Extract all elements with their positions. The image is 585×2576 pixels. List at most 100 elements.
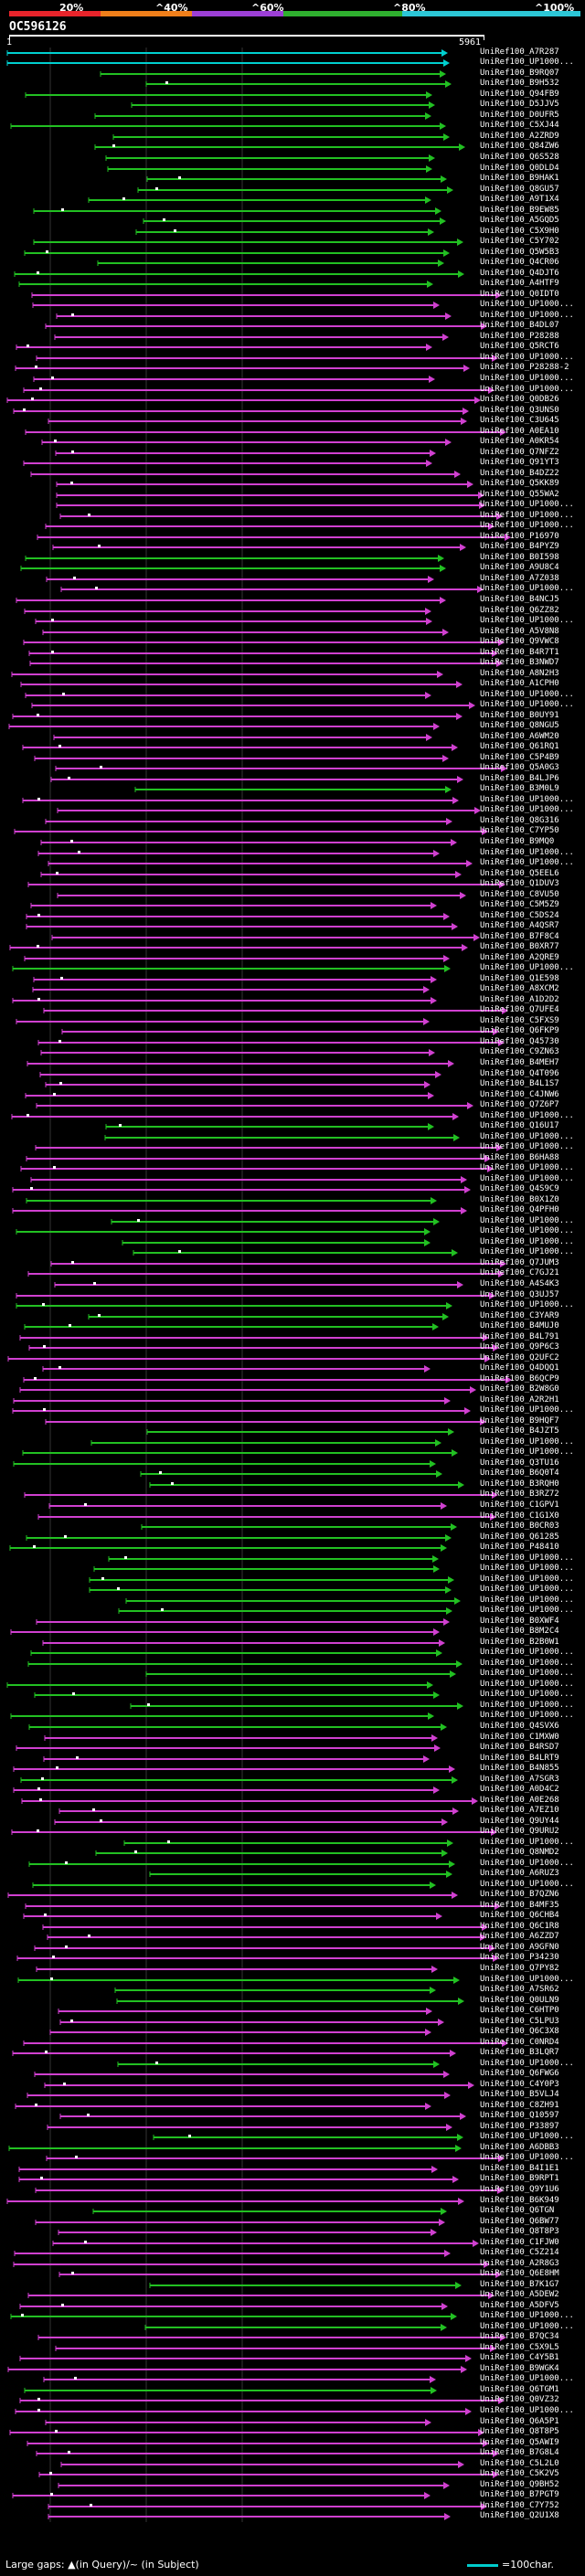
hit-label[interactable]: UniRef100_UP1000... [480, 2374, 574, 2383]
hit-label[interactable]: UniRef100_C1G1X0 [480, 1511, 559, 1521]
hit-label[interactable]: UniRef100_UP1000... [480, 1669, 574, 1678]
hit-label[interactable]: UniRef100_C5K2V5 [480, 2469, 559, 2478]
hit-label[interactable]: UniRef100_P28288 [480, 332, 559, 341]
hit-label[interactable]: UniRef100_C6HTP0 [480, 2006, 559, 2015]
hit-label[interactable]: UniRef100_A7EZ10 [480, 1806, 559, 1815]
hit-label[interactable]: UniRef100_B6QCP9 [480, 1374, 559, 1383]
hit-label[interactable]: UniRef100_B4MUJ0 [480, 1321, 559, 1330]
hit-label[interactable]: UniRef100_C5M5Z9 [480, 900, 559, 909]
hit-label[interactable]: UniRef100_C5LPU3 [480, 2017, 559, 2026]
hit-label[interactable]: UniRef100_B6HA88 [480, 1153, 559, 1162]
hit-label[interactable]: UniRef100_A0KR54 [480, 437, 559, 446]
hit-label[interactable]: UniRef100_B4PYZ9 [480, 542, 559, 551]
hit-label[interactable]: UniRef100_B3LQR7 [480, 2048, 559, 2057]
hit-label[interactable]: UniRef100_UP1000... [480, 1553, 574, 1563]
hit-label[interactable]: UniRef100_B0CR03 [480, 1521, 559, 1531]
hit-label[interactable]: UniRef100_C4Y5B1 [480, 2353, 559, 2362]
hit-label[interactable]: UniRef100_Q0VZ32 [480, 2395, 559, 2404]
hit-label[interactable]: UniRef100_UP1000... [480, 795, 574, 804]
hit-label[interactable]: UniRef100_B3RZ72 [480, 1489, 559, 1499]
hit-label[interactable]: UniRef100_B7K1G7 [480, 2280, 559, 2289]
hit-label[interactable]: UniRef100_Q5EEL6 [480, 869, 559, 878]
hit-label[interactable]: UniRef100_UP1000... [480, 1132, 574, 1141]
hit-label[interactable]: UniRef100_UP1000... [480, 1300, 574, 1309]
hit-label[interactable]: UniRef100_B6Q0T4 [480, 1468, 559, 1478]
hit-label[interactable]: UniRef100_A6ZZD7 [480, 1932, 559, 1941]
hit-label[interactable]: UniRef100_A0EA10 [480, 427, 559, 436]
hit-label[interactable]: UniRef100_Q6C3X8 [480, 2027, 559, 2036]
hit-label[interactable]: UniRef100_B7QC34 [480, 2332, 559, 2341]
hit-label[interactable]: UniRef100_Q1DUV3 [480, 879, 559, 888]
hit-label[interactable]: UniRef100_B9HAK1 [480, 174, 559, 183]
hit-label[interactable]: UniRef100_Q7PY82 [480, 1964, 559, 1973]
hit-label[interactable]: UniRef100_A9GFN0 [480, 1943, 559, 1952]
hit-label[interactable]: UniRef100_UP1000... [480, 1975, 574, 1984]
hit-label[interactable]: UniRef100_Q5RCT6 [480, 342, 559, 351]
hit-label[interactable]: UniRef100_B3RQH0 [480, 1479, 559, 1489]
hit-label[interactable]: UniRef100_UP1000... [480, 584, 574, 593]
hit-label[interactable]: UniRef100_Q6FKP9 [480, 1026, 559, 1035]
hit-label[interactable]: UniRef100_Q0DLD4 [480, 164, 559, 173]
hit-label[interactable]: UniRef100_UP1000... [480, 1111, 574, 1120]
hit-label[interactable]: UniRef100_A2ZRD9 [480, 132, 559, 141]
hit-label[interactable]: UniRef100_A7SR62 [480, 1985, 559, 1994]
hit-label[interactable]: UniRef100_A2R2H1 [480, 1395, 559, 1405]
hit-label[interactable]: UniRef100_UP1000... [480, 1595, 574, 1605]
hit-label[interactable]: UniRef100_UP1000... [480, 300, 574, 309]
hit-label[interactable]: UniRef100_UP1000... [480, 385, 574, 394]
hit-label[interactable]: UniRef100_Q16U17 [480, 1121, 559, 1130]
hit-label[interactable]: UniRef100_B4L791 [480, 1332, 559, 1341]
hit-label[interactable]: UniRef100_Q3TU16 [480, 1458, 559, 1468]
hit-label[interactable]: UniRef100_UP1000... [480, 1174, 574, 1183]
hit-label[interactable]: UniRef100_Q5A0G3 [480, 763, 559, 772]
hit-label[interactable]: UniRef100_Q7UFE4 [480, 1005, 559, 1014]
hit-label[interactable]: UniRef100_B9WGK4 [480, 2364, 559, 2373]
hit-label[interactable]: UniRef100_Q4T096 [480, 1069, 559, 1078]
hit-label[interactable]: UniRef100_Q8GU57 [480, 185, 559, 194]
hit-label[interactable]: UniRef100_A0E268 [480, 1796, 559, 1805]
hit-label[interactable]: UniRef100_Q10597 [480, 2111, 559, 2120]
hit-label[interactable]: UniRef100_A4S4K3 [480, 1279, 559, 1288]
hit-label[interactable]: UniRef100_UP1000... [480, 1690, 574, 1699]
hit-label[interactable]: UniRef100_Q7JUM3 [480, 1258, 559, 1267]
hit-label[interactable]: UniRef100_UP1000... [480, 1648, 574, 1657]
hit-label[interactable]: UniRef100_A9T1X4 [480, 195, 559, 204]
hit-label[interactable]: UniRef100_Q6S528 [480, 153, 559, 162]
hit-label[interactable]: UniRef100_B9HQF7 [480, 1416, 559, 1426]
hit-label[interactable]: UniRef100_C8VU50 [480, 890, 559, 899]
hit-label[interactable]: UniRef100_A9U8C4 [480, 563, 559, 572]
hit-label[interactable]: UniRef100_Q4S9C9 [480, 1184, 559, 1193]
hit-label[interactable]: UniRef100_Q4DQQ1 [480, 1363, 559, 1373]
hit-label[interactable]: UniRef100_Q4CR06 [480, 258, 559, 267]
hit-label[interactable]: UniRef100_UP1000... [480, 511, 574, 520]
hit-label[interactable]: UniRef100_B2W8G0 [480, 1384, 559, 1394]
hit-label[interactable]: UniRef100_B9EW85 [480, 206, 559, 215]
hit-label[interactable]: UniRef100_Q2UFC2 [480, 1353, 559, 1362]
hit-label[interactable]: UniRef100_UP1000... [480, 1838, 574, 1847]
hit-label[interactable]: UniRef100_C4JNW6 [480, 1090, 559, 1099]
hit-label[interactable]: UniRef100_B4LRT9 [480, 1754, 559, 1763]
hit-label[interactable]: UniRef100_A7Z038 [480, 574, 559, 583]
hit-label[interactable]: UniRef100_P28288-2 [480, 363, 569, 372]
hit-label[interactable]: UniRef100_B0XWF4 [480, 1617, 559, 1626]
hit-label[interactable]: UniRef100_B4RSD7 [480, 1743, 559, 1752]
hit-label[interactable]: UniRef100_A1CPH0 [480, 679, 559, 688]
hit-label[interactable]: UniRef100_A6WM20 [480, 732, 559, 741]
hit-label[interactable]: UniRef100_C5XJ44 [480, 121, 559, 130]
hit-label[interactable]: UniRef100_A5V8N8 [480, 627, 559, 636]
hit-label[interactable]: UniRef100_UP1000... [480, 1247, 574, 1256]
hit-label[interactable]: UniRef100_Q9P6C3 [480, 1342, 559, 1352]
hit-label[interactable]: UniRef100_UP1000... [480, 1216, 574, 1225]
hit-label[interactable]: UniRef100_Q9UY44 [480, 1817, 559, 1826]
hit-label[interactable]: UniRef100_B0X1Z0 [480, 1195, 559, 1204]
hit-label[interactable]: UniRef100_UP1000... [480, 311, 574, 320]
hit-label[interactable]: UniRef100_UP1000... [480, 1226, 574, 1235]
hit-label[interactable]: UniRef100_A5DFV5 [480, 2301, 559, 2310]
hit-label[interactable]: UniRef100_Q45730 [480, 1037, 559, 1046]
hit-label[interactable]: UniRef100_B3M0L9 [480, 784, 559, 793]
hit-label[interactable]: UniRef100_A7SGR3 [480, 1775, 559, 1784]
hit-label[interactable]: UniRef100_UP1000... [480, 2406, 574, 2415]
hit-label[interactable]: UniRef100_C9ZN63 [480, 1047, 559, 1056]
hit-label[interactable]: UniRef100_Q1E598 [480, 974, 559, 983]
hit-label[interactable]: UniRef100_B4N855 [480, 1764, 559, 1773]
